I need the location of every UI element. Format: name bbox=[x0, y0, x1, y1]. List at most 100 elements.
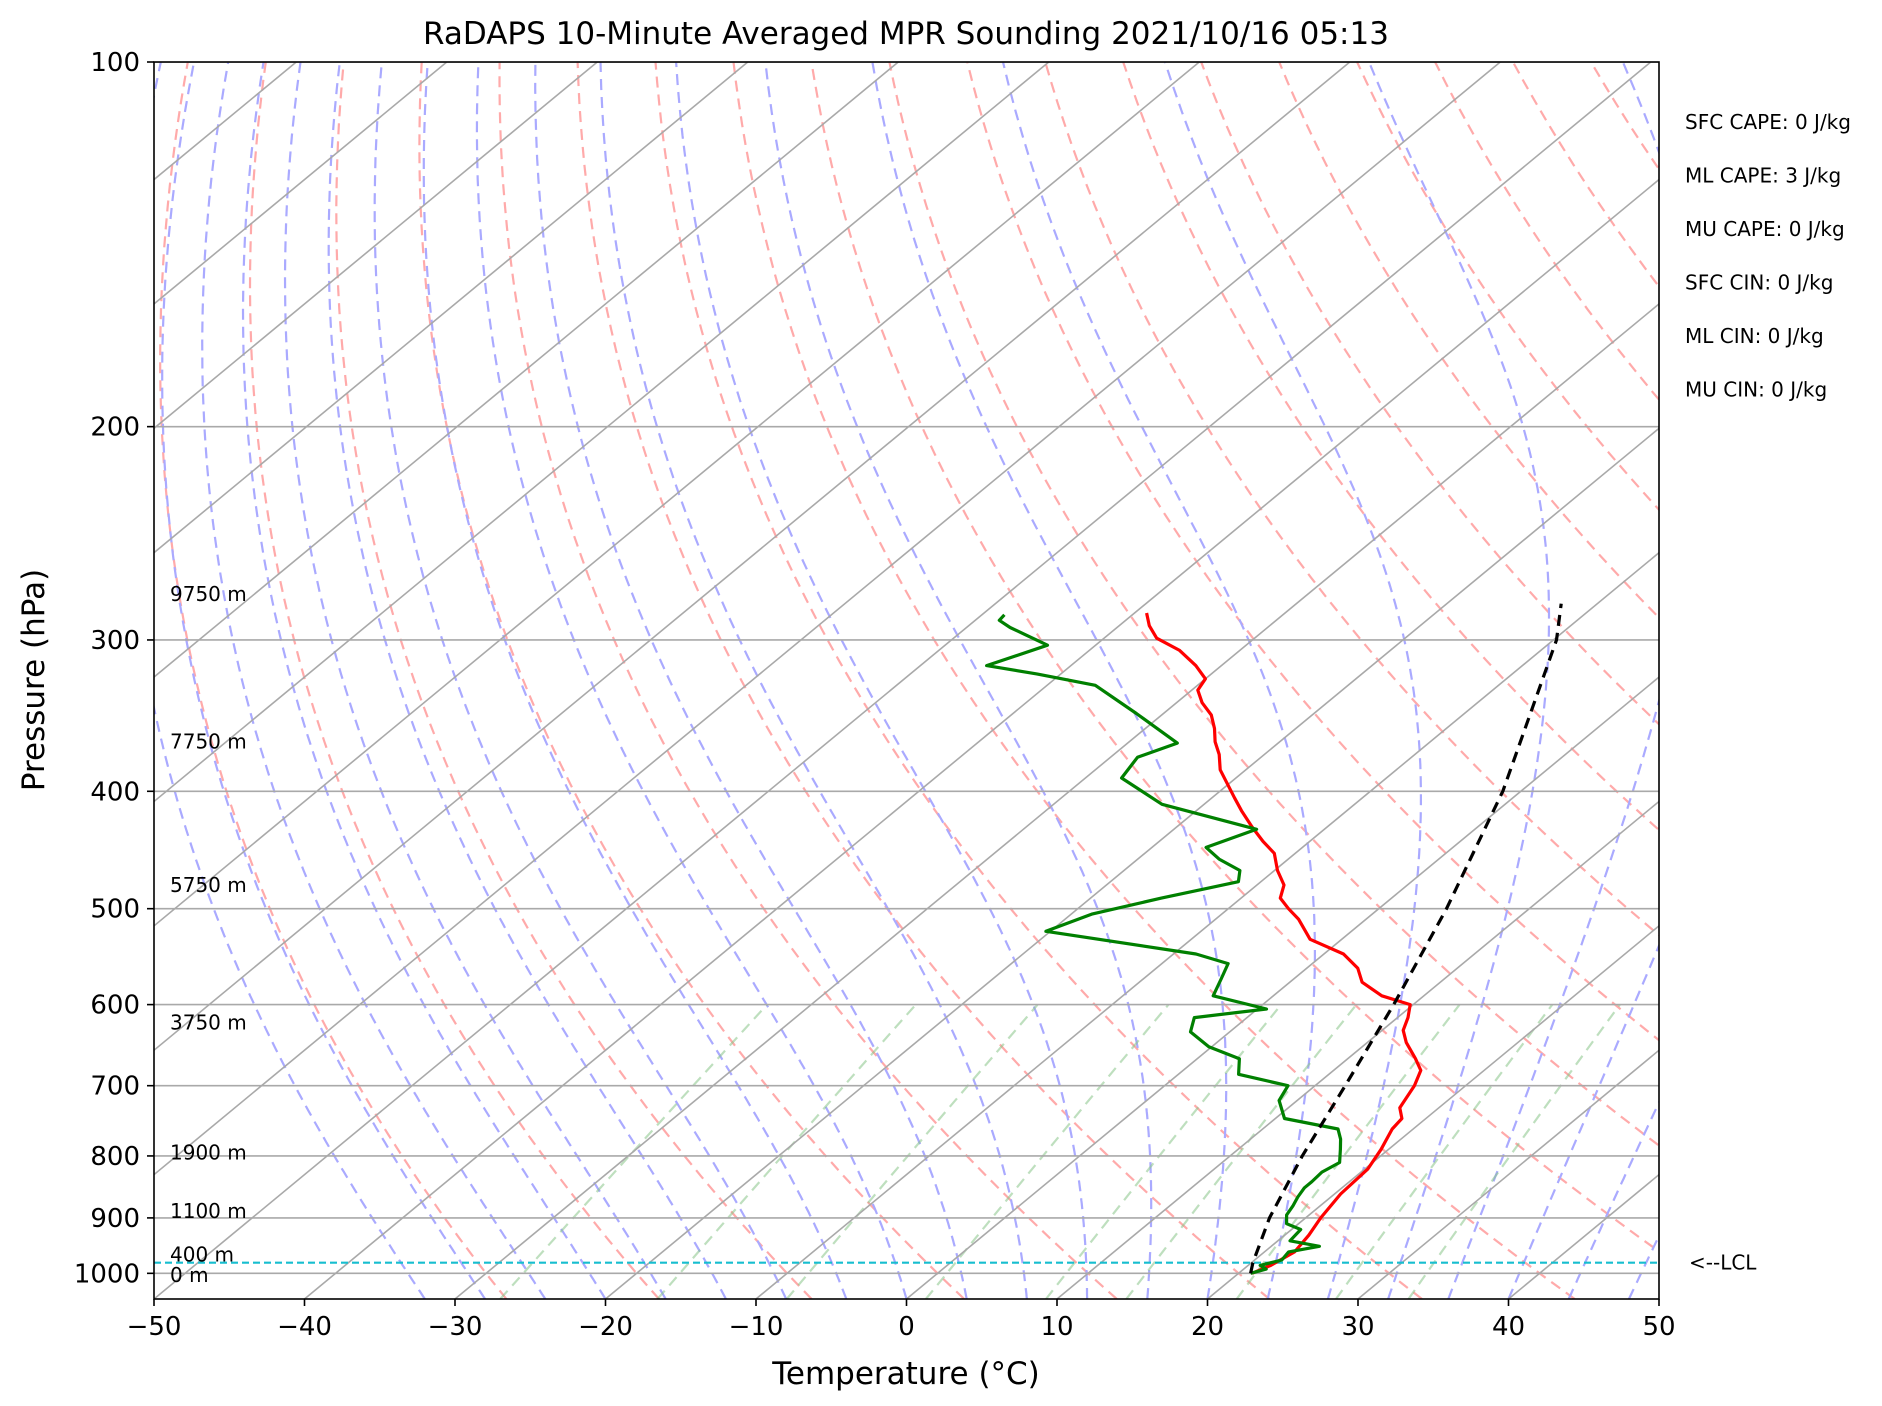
dry-adiabat-line bbox=[418, 62, 965, 1299]
isotherm-line bbox=[1056, 800, 1659, 1299]
moist-adiabat-line bbox=[1367, 62, 1551, 1299]
moist-adiabat-line bbox=[161, 62, 487, 1299]
dry-adiabat-line bbox=[654, 62, 1423, 1299]
x-tick-label: −30 bbox=[428, 1312, 483, 1342]
x-tick-label: 10 bbox=[1040, 1312, 1073, 1342]
moist-adiabat-line bbox=[1627, 1233, 1659, 1299]
height-labels: 9750 m 7750 m 5750 m 3750 m 1900 m 1100 m 400 … bbox=[170, 582, 247, 1287]
x-tick-label: −50 bbox=[127, 1312, 182, 1342]
chart-title: RaDAPS 10-Minute Averaged MPR Sounding 2… bbox=[423, 16, 1389, 52]
dry-adiabat-line bbox=[1669, 62, 1882, 1299]
dry-adiabat-line bbox=[335, 62, 813, 1299]
x-tick-label: 30 bbox=[1341, 1312, 1374, 1342]
stability-index: SFC CIN: 0 J/kg bbox=[1685, 271, 1833, 295]
stability-index: ML CIN: 0 J/kg bbox=[1685, 324, 1824, 348]
y-tick-label: 700 bbox=[90, 1072, 140, 1102]
isotherm-line bbox=[604, 427, 1659, 1299]
sounding-series bbox=[985, 603, 1563, 1275]
isotherm-line bbox=[154, 62, 1501, 1176]
isotherm-line bbox=[1658, 1297, 1659, 1299]
y-tick-label: 200 bbox=[90, 413, 140, 443]
isotherm-line bbox=[1357, 1049, 1659, 1299]
moist-adiabat-line bbox=[871, 62, 1228, 1299]
dry-adiabat-line bbox=[966, 62, 1659, 1042]
mixing-ratio-line bbox=[1045, 1003, 1283, 1299]
isotherm-line bbox=[154, 62, 598, 430]
stability-indices: SFC CAPE: 0 J/kg ML CAPE: 3 J/kg MU CAPE: … bbox=[1685, 110, 1851, 402]
isotherm-line bbox=[154, 62, 1652, 1299]
moist-adiabat-line bbox=[422, 62, 848, 1299]
moist-adiabat-line bbox=[154, 62, 426, 1299]
dry-adiabat-line bbox=[498, 62, 1118, 1299]
stability-index: ML CAPE: 3 J/kg bbox=[1685, 164, 1841, 188]
dewpoint-line bbox=[985, 613, 1343, 1275]
mixing-ratio-line bbox=[1407, 1003, 1621, 1299]
moist-adiabat-line bbox=[373, 62, 788, 1299]
moist-adiabat-line bbox=[1163, 62, 1422, 1299]
height-label: 400 m bbox=[170, 1243, 234, 1267]
stability-index: MU CAPE: 0 J/kg bbox=[1685, 217, 1845, 241]
isotherm-line bbox=[154, 62, 1050, 803]
mixing-ratio-line bbox=[656, 1003, 917, 1299]
y-axis-label: Pressure (hPa) bbox=[16, 569, 52, 791]
y-tick-label: 1000 bbox=[74, 1259, 140, 1289]
isotherm-line bbox=[1206, 924, 1659, 1299]
dry-adiabat-line bbox=[1044, 62, 1659, 937]
moist-adiabat-line bbox=[675, 62, 1089, 1299]
y-tick-label: 800 bbox=[90, 1142, 140, 1172]
mixing-ratio-line bbox=[1235, 1003, 1461, 1299]
dry-adiabat-line bbox=[576, 62, 1271, 1299]
mixing-ratio-line bbox=[925, 1003, 1170, 1299]
isotherm-line bbox=[755, 551, 1659, 1299]
height-label: 1100 m bbox=[170, 1199, 247, 1223]
height-label: 1900 m bbox=[170, 1141, 247, 1165]
dry-adiabat-line bbox=[248, 62, 660, 1299]
x-tick-label: 50 bbox=[1642, 1312, 1675, 1342]
mixing-ratio-lines bbox=[499, 1003, 1621, 1299]
moist-adiabat-line bbox=[1001, 62, 1316, 1299]
temperature-line bbox=[1145, 612, 1423, 1275]
moist-adiabat-line bbox=[327, 62, 727, 1299]
dry-adiabat-line bbox=[1512, 62, 1659, 289]
x-tick-label: 40 bbox=[1492, 1312, 1525, 1342]
x-axis-ticks: −50 −40 −30 −20 −10 0 10 20 30 40 50 bbox=[127, 1299, 1676, 1342]
dry-adiabat-line bbox=[159, 62, 508, 1299]
isotherm-line bbox=[154, 62, 1200, 927]
dry-adiabat-line bbox=[732, 62, 1576, 1299]
x-tick-label: −10 bbox=[729, 1312, 784, 1342]
isotherm-line bbox=[154, 62, 448, 305]
y-tick-label: 600 bbox=[90, 991, 140, 1021]
x-tick-label: 0 bbox=[898, 1312, 915, 1342]
height-label: 7750 m bbox=[170, 730, 247, 754]
dry-adiabat-line bbox=[1278, 62, 1659, 620]
height-label: 0 m bbox=[170, 1263, 209, 1287]
y-tick-label: 500 bbox=[90, 895, 140, 925]
y-tick-label: 400 bbox=[90, 777, 140, 807]
dry-adiabat-line bbox=[1747, 62, 1882, 1299]
moist-adiabat-line bbox=[1447, 62, 1659, 1299]
lcl-label: <--LCL bbox=[1689, 1251, 1757, 1275]
mixing-ratio-line bbox=[1335, 1003, 1554, 1299]
dry-adiabat-line bbox=[1825, 62, 1882, 1299]
isotherm-line bbox=[154, 62, 749, 554]
x-tick-label: 20 bbox=[1191, 1312, 1224, 1342]
isotherm-line bbox=[1507, 1173, 1659, 1299]
height-label: 9750 m bbox=[170, 582, 247, 606]
dry-adiabat-line bbox=[1356, 62, 1659, 512]
moist-adiabat-line bbox=[201, 62, 547, 1299]
moist-adiabat-line bbox=[1567, 1099, 1659, 1299]
moist-adiabat-line bbox=[475, 62, 908, 1299]
isotherm-line bbox=[905, 676, 1659, 1299]
y-tick-label: 300 bbox=[90, 626, 140, 656]
y-tick-label: 900 bbox=[90, 1204, 140, 1234]
y-axis-ticks: 1000 900 800 700 600 500 400 300 200 100 bbox=[74, 48, 154, 1289]
isotherm-line bbox=[154, 62, 899, 679]
isotherms bbox=[154, 62, 1659, 1299]
isotherm-line bbox=[303, 178, 1659, 1299]
moist-adiabat-line bbox=[283, 62, 667, 1299]
parcel-line bbox=[1249, 603, 1563, 1274]
mixing-ratio-line bbox=[1125, 1003, 1358, 1299]
moist-adiabat-line bbox=[599, 62, 1028, 1299]
dry-adiabats bbox=[159, 62, 1882, 1299]
